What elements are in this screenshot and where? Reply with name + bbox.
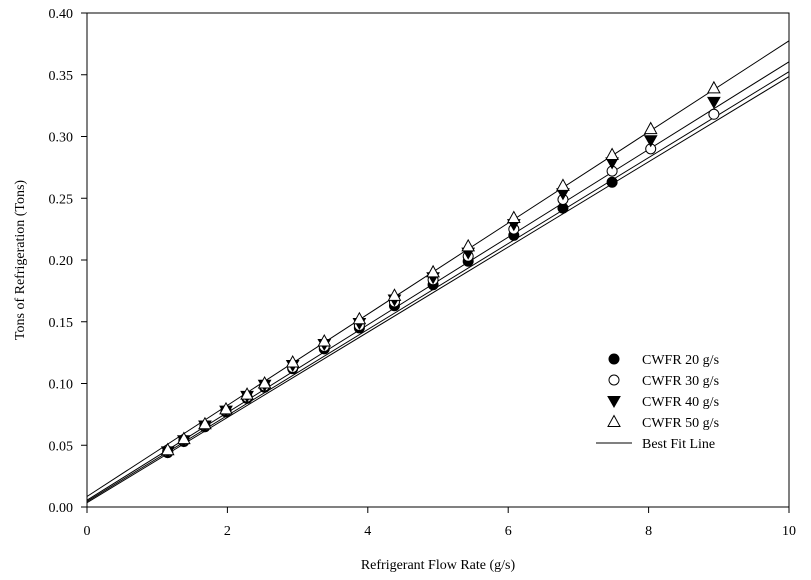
plot-frame — [86, 12, 790, 508]
data-point — [707, 80, 721, 94]
legend-entry: CWFR 30 g/s — [642, 374, 719, 389]
legend-symbol — [608, 353, 620, 365]
data-markers — [160, 80, 721, 459]
axis-ticks: 0 2 4 6 8 10 0.00 0.05 0.10 0.15 0.20 0.25 0.30 0.35 0… — [49, 7, 797, 539]
y-tick-label: 0.00 — [49, 501, 74, 516]
x-tick-label: 4 — [364, 524, 371, 539]
data-point — [426, 264, 440, 278]
data-point — [643, 135, 658, 148]
y-tick-label: 0.40 — [49, 7, 74, 22]
x-axis-title: Refrigerant Flow Rate (g/s) — [361, 558, 516, 573]
y-axis-title: Tons of Refrigeration (Tons) — [13, 180, 28, 341]
legend-entry: CWFR 50 g/s — [642, 416, 719, 431]
data-point — [387, 288, 402, 301]
y-tick-label: 0.35 — [49, 69, 74, 84]
x-tick-label: 10 — [782, 524, 796, 539]
y-tick-label: 0.20 — [49, 254, 74, 269]
legend-symbol — [607, 414, 621, 427]
data-point — [285, 354, 300, 368]
data-point — [707, 96, 721, 109]
best-fit-lines — [86, 40, 790, 504]
data-point — [643, 121, 658, 135]
x-tick-label: 0 — [84, 524, 91, 539]
legend-symbol — [607, 396, 621, 409]
data-point — [317, 333, 332, 347]
x-tick-label: 2 — [224, 524, 231, 539]
data-point — [506, 210, 521, 224]
y-tick-label: 0.10 — [49, 378, 74, 393]
y-tick-label: 0.05 — [49, 439, 74, 454]
legend-entry: CWFR 20 g/s — [642, 353, 719, 368]
legend: CWFR 20 g/s CWFR 30 g/s CWFR 40 g/s CWFR 50… — [596, 353, 719, 452]
series-4 — [160, 80, 721, 456]
data-point — [198, 416, 212, 430]
y-tick-label: 0.15 — [49, 316, 74, 331]
y-tick-label: 0.25 — [49, 192, 74, 207]
data-point — [605, 147, 619, 161]
data-point — [606, 176, 618, 188]
data-point — [160, 442, 175, 456]
data-point — [708, 108, 720, 120]
x-tick-label: 6 — [505, 524, 512, 539]
data-point — [352, 311, 367, 325]
legend-entry: CWFR 40 g/s — [642, 395, 719, 410]
data-point — [257, 375, 272, 389]
y-tick-label: 0.30 — [49, 131, 74, 146]
data-point — [556, 178, 570, 191]
data-point — [177, 431, 191, 445]
data-point — [240, 387, 254, 400]
data-point — [219, 401, 233, 415]
x-tick-label: 8 — [645, 524, 652, 539]
legend-entry: Best Fit Line — [642, 437, 715, 452]
data-point — [461, 238, 476, 252]
legend-symbol — [608, 374, 620, 386]
